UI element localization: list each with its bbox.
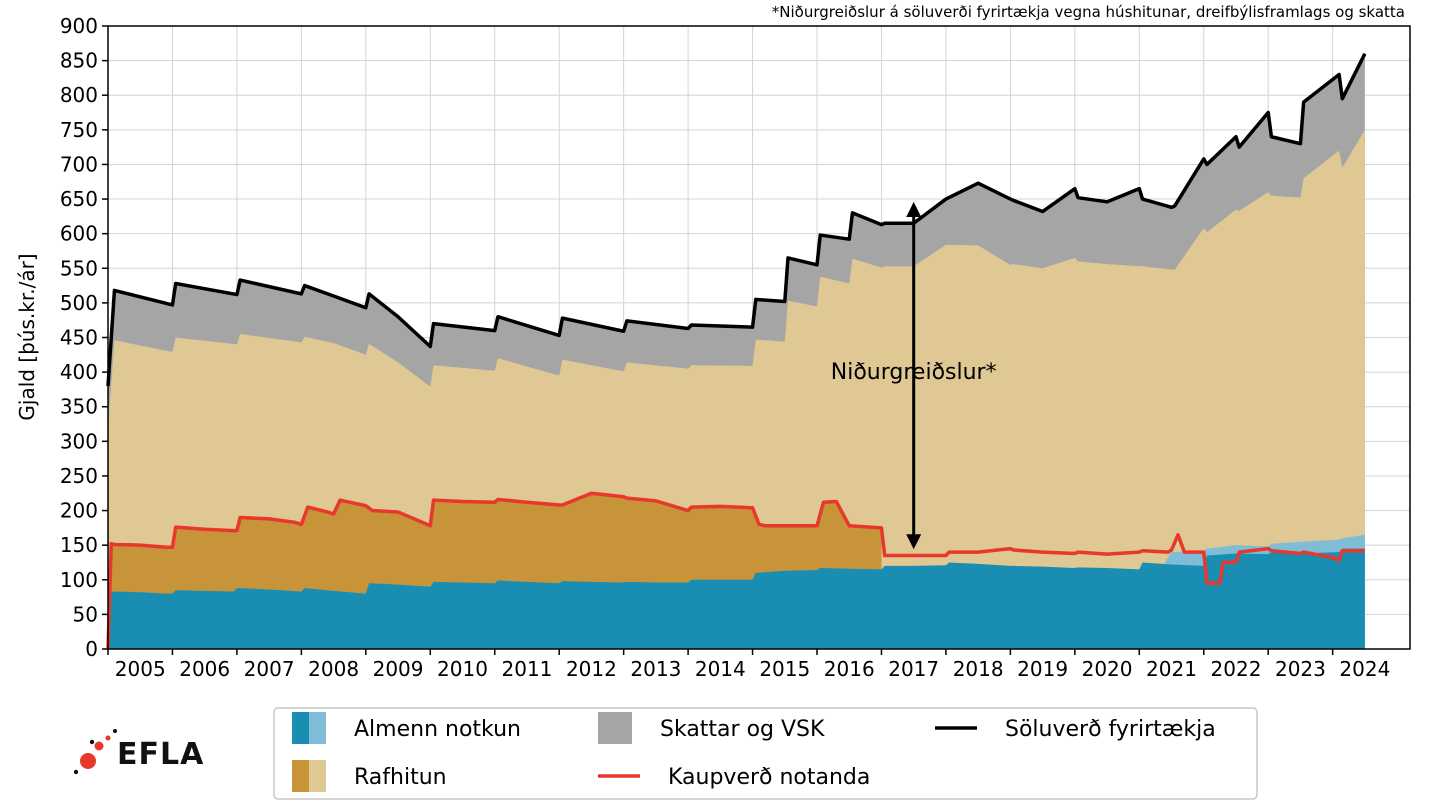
logo-dot-medium	[94, 741, 104, 751]
y-tick-label: 300	[60, 429, 98, 453]
x-tick-label: 2011	[502, 657, 553, 681]
x-tick-label: 2021	[1146, 657, 1197, 681]
legend: Almenn notkun Skattar og VSK Söluverð fyri…	[273, 707, 1258, 800]
x-tick-label: 2017	[888, 657, 939, 681]
y-tick-label: 250	[60, 464, 98, 488]
line-soluverd-fyrirtaekja	[106, 52, 1367, 387]
x-tick-label: 2013	[630, 657, 681, 681]
y-tick-label: 500	[60, 291, 98, 315]
x-tick-label: 2022	[1211, 657, 1262, 681]
x-tick-label: 2016	[824, 657, 875, 681]
x-tick-label: 2015	[759, 657, 810, 681]
legend-label: Rafhitun	[354, 765, 447, 790]
legend-label: Almenn notkun	[354, 717, 521, 742]
x-tick-label: 2019	[1017, 657, 1068, 681]
logo-text: EFLA	[117, 737, 204, 772]
legend-swatch-dark	[292, 760, 309, 792]
x-tick-label: 2012	[566, 657, 617, 681]
legend-label: Kaupverð notanda	[668, 765, 870, 790]
y-tick-label: 350	[60, 395, 98, 419]
efla-logo: EFLA	[73, 729, 204, 775]
x-tick-label: 2024	[1339, 657, 1390, 681]
logo-dot-large	[80, 753, 96, 769]
x-tick-label: 2008	[308, 657, 359, 681]
legend-label: Skattar og VSK	[660, 717, 825, 742]
y-tick-label: 400	[60, 360, 98, 384]
y-tick-label: 600	[60, 222, 98, 246]
y-tick-label: 100	[60, 568, 98, 592]
x-tick-label: 2018	[953, 657, 1004, 681]
legend-swatch-light	[309, 760, 326, 792]
y-tick-label: 700	[60, 152, 98, 176]
area-nidurgreidslur	[108, 129, 1365, 650]
y-tick-label: 650	[60, 187, 98, 211]
x-tick-label: 2020	[1082, 657, 1133, 681]
legend-box	[273, 707, 1258, 800]
logo-dot-small	[105, 735, 111, 741]
x-tick-label: 2005	[115, 657, 166, 681]
y-tick-label: 800	[60, 83, 98, 107]
y-tick-label: 900	[60, 14, 98, 38]
x-tick-label: 2007	[244, 657, 295, 681]
logo-dot-black-2	[89, 739, 95, 745]
legend-label: Söluverð fyrirtækja	[1005, 717, 1216, 742]
y-tick-label: 850	[60, 49, 98, 73]
legend-swatch	[598, 712, 632, 744]
x-tick-label: 2010	[437, 657, 488, 681]
legend-swatch-dark	[292, 712, 309, 744]
annotation-label: Niðurgreiðslur*	[831, 360, 997, 385]
y-tick-label: 750	[60, 118, 98, 142]
legend-swatch-light	[309, 712, 326, 744]
y-tick-label: 550	[60, 256, 98, 280]
y-tick-label: 0	[85, 637, 98, 661]
line-kaupverd-notanda	[106, 491, 1365, 650]
y-tick-label: 150	[60, 533, 98, 557]
y-axis-label: Gjald [þús.kr./ár]	[15, 253, 39, 420]
x-tick-label: 2009	[373, 657, 424, 681]
x-tick-label: 2023	[1275, 657, 1326, 681]
plot-area: Niðurgreiðslur* 0 50 100 150 200 250 300 350 400 4…	[60, 14, 1411, 681]
chart-note: *Niðurgreiðslur á söluverði fyrirtækja v…	[772, 3, 1405, 21]
logo-dot-black-3	[113, 729, 117, 733]
y-tick-label: 200	[60, 499, 98, 523]
y-tick-label: 450	[60, 326, 98, 350]
logo-dot-black-1	[73, 769, 79, 775]
y-tick-label: 50	[73, 602, 98, 626]
x-tick-label: 2006	[179, 657, 230, 681]
x-tick-label: 2014	[695, 657, 746, 681]
area-almenn-notkun	[108, 548, 1365, 649]
